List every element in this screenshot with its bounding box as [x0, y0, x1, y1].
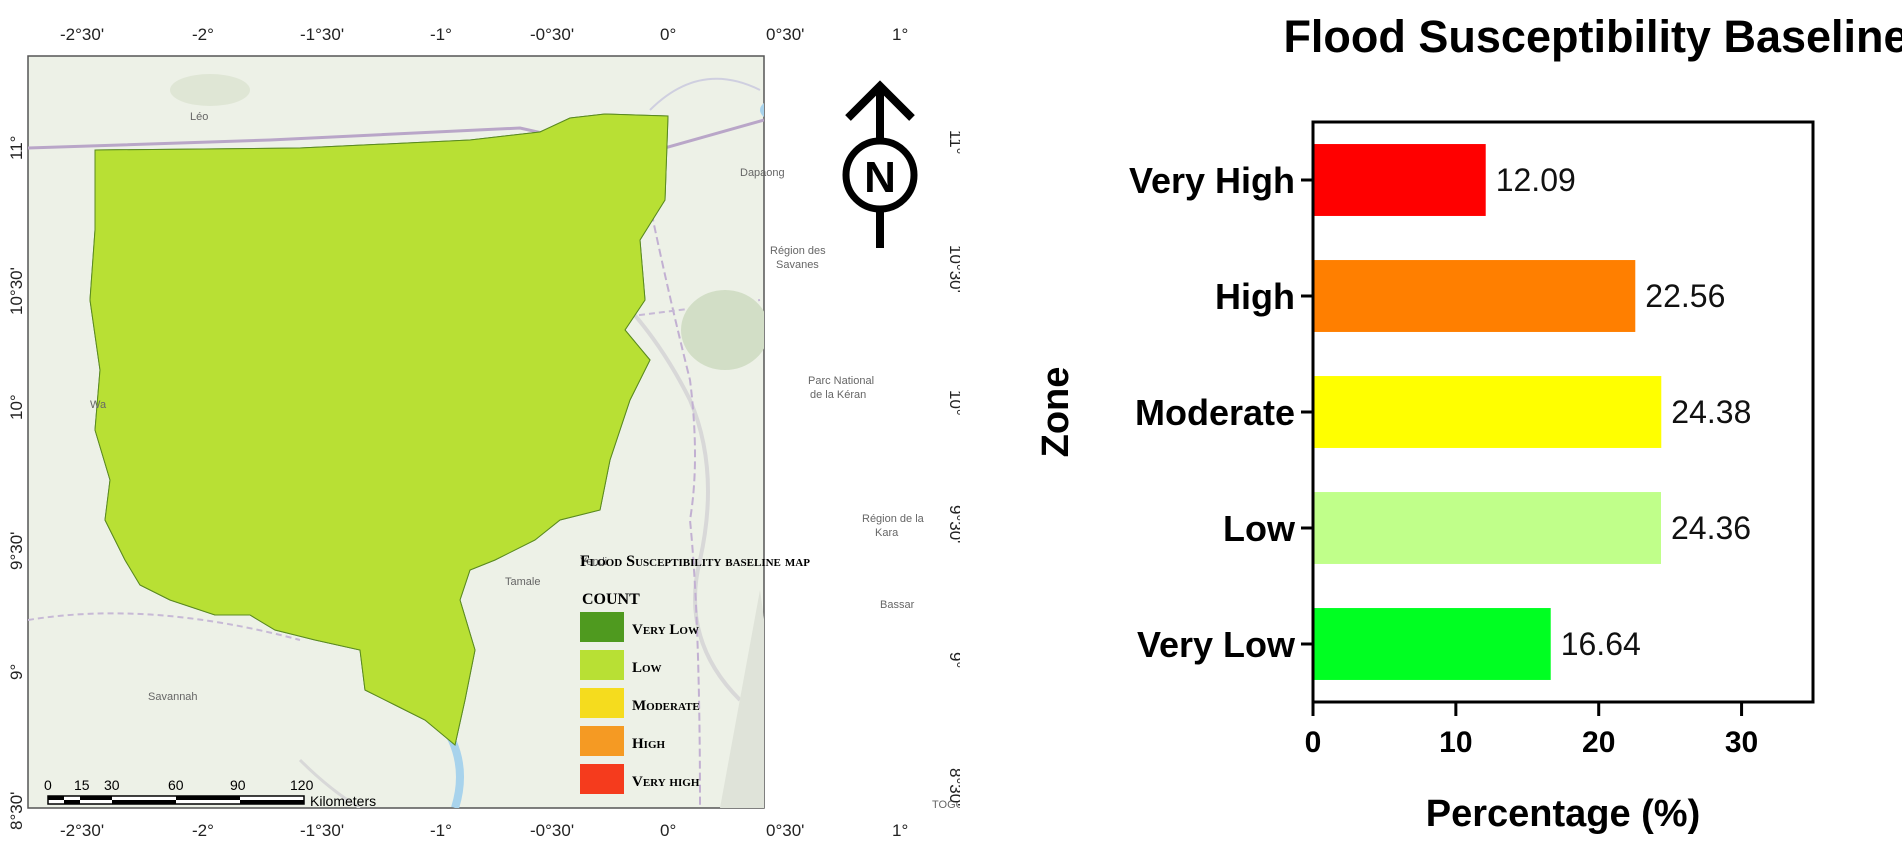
bar-4	[1313, 608, 1551, 680]
place-yendi: Yendi	[580, 556, 607, 568]
coord-right-6: 8°30'	[946, 768, 960, 806]
legend-label-3: High	[632, 736, 666, 752]
coord-top-3: -1°30'	[300, 25, 344, 44]
coord-bottom-7: 0°30'	[766, 821, 804, 840]
category-label-1: High	[1215, 276, 1295, 317]
coord-left-1: 11°	[7, 136, 26, 160]
coord-bottom-8: 1°	[892, 821, 908, 840]
category-label-2: Moderate	[1135, 392, 1295, 433]
place-tamale: Tamale	[505, 576, 540, 588]
bar-2	[1313, 376, 1662, 448]
bar-0	[1313, 144, 1486, 216]
place-region-kara-1: Région de la	[862, 513, 925, 525]
coord-labels: -2°30' -2° -1°30' -1° -0°30' 0° 0°30' 1°…	[7, 25, 965, 840]
plot-frame	[1311, 120, 1815, 704]
legend-label-2: Moderate	[632, 698, 700, 714]
place-names: Léo Dapaong Région des Savanes Parc Nati…	[90, 111, 965, 811]
legend-swatch-3	[580, 726, 624, 756]
bar-value-label-0: 12.09	[1496, 162, 1576, 198]
coord-bottom-6: 0°	[660, 821, 676, 840]
place-leo: Léo	[190, 111, 208, 123]
legend-label-1: Low	[632, 660, 662, 676]
bar-3	[1313, 492, 1661, 564]
category-label-4: Very Low	[1137, 624, 1296, 665]
place-parc-1: Parc National	[808, 375, 874, 387]
scale-label-0: 0	[44, 777, 52, 793]
coord-right-3: 10°	[946, 390, 960, 416]
chart-panel: Flood Susceptibility Baseline 12.09 22.56…	[960, 0, 1902, 856]
scale-unit: Kilometers	[310, 793, 376, 809]
coord-bottom-2: -2°	[192, 821, 214, 840]
bar-chart: Flood Susceptibility Baseline 12.09 22.56…	[1035, 11, 1902, 835]
bar-value-label-2: 24.38	[1671, 394, 1751, 430]
coord-top-2: -2°	[192, 25, 214, 44]
place-parc-2: de la Kéran	[810, 389, 866, 401]
chart-title: Flood Susceptibility Baseline	[1283, 11, 1902, 62]
category-label-3: Low	[1223, 508, 1296, 549]
coord-left-2: 10°30'	[7, 267, 26, 315]
bar-value-label-3: 24.36	[1671, 510, 1751, 546]
x-tick-label-2: 20	[1582, 726, 1615, 759]
x-tick-label-0: 0	[1305, 726, 1322, 759]
coord-top-7: 0°30'	[766, 25, 804, 44]
legend-swatch-0	[580, 612, 624, 642]
coord-right-1: 11°	[946, 130, 960, 154]
coord-top-1: -2°30'	[60, 25, 104, 44]
x-axis-title: Percentage (%)	[1426, 793, 1701, 835]
legend-label-0: Very Low	[632, 622, 699, 638]
coord-top-4: -1°	[430, 25, 452, 44]
north-label: N	[864, 153, 896, 202]
susceptibility-raster	[89, 113, 669, 746]
coord-bottom-4: -1°	[430, 821, 452, 840]
coord-top-6: 0°	[660, 25, 676, 44]
legend-swatch-2	[580, 688, 624, 718]
legend-title: Flood Susceptibility baseline map	[580, 553, 810, 570]
coord-left-5: 9°	[7, 664, 26, 680]
x-tick-label-3: 30	[1725, 726, 1758, 759]
coord-top-8: 1°	[892, 25, 908, 44]
legend-subtitle: COUNT	[582, 591, 640, 608]
x-tick-label-1: 10	[1439, 726, 1472, 759]
coord-top-5: -0°30'	[530, 25, 574, 44]
map-panel: Léo Dapaong Région des Savanes Parc Nati…	[7, 25, 965, 840]
bar-value-label-4: 16.64	[1561, 626, 1641, 662]
legend-swatch-4	[580, 764, 624, 794]
place-wa: Wa	[90, 399, 107, 411]
coord-left-3: 10°	[7, 394, 26, 420]
coord-bottom-3: -1°30'	[300, 821, 344, 840]
scale-label-30: 30	[104, 777, 120, 793]
place-region-savanes-2: Savanes	[776, 259, 819, 271]
coord-left-6: 8°30'	[7, 792, 26, 830]
coord-right-2: 10°30'	[946, 245, 960, 293]
north-arrow-icon: N	[842, 80, 918, 248]
place-savannah: Savannah	[148, 691, 198, 703]
place-dapaong: Dapaong	[740, 167, 785, 179]
place-region-savanes-1: Région des	[770, 245, 826, 257]
map-legend: Flood Susceptibility baseline map COUNT …	[580, 553, 810, 794]
place-togo: TOGO	[932, 799, 960, 811]
y-axis-title: Zone	[1035, 367, 1077, 458]
scale-label-60: 60	[168, 777, 184, 793]
scale-label-15: 15	[74, 777, 90, 793]
category-label-0: Very High	[1129, 160, 1295, 201]
coord-bottom-5: -0°30'	[530, 821, 574, 840]
legend-swatch-1	[580, 650, 624, 680]
scale-label-90: 90	[230, 777, 246, 793]
scale-label-120: 120	[290, 777, 314, 793]
coord-left-4: 9°30'	[7, 532, 26, 570]
coord-right-4: 9°30'	[946, 505, 960, 543]
coord-bottom-1: -2°30'	[60, 821, 104, 840]
flood-map: Léo Dapaong Région des Savanes Parc Nati…	[7, 25, 965, 840]
bar-1	[1313, 260, 1636, 332]
scale-bar: 0 15 30 60 90 120 Kilometers	[44, 777, 376, 809]
legend-label-4: Very high	[632, 774, 700, 790]
coord-right-5: 9°	[946, 652, 960, 668]
place-bassar: Bassar	[880, 599, 915, 611]
bar-value-label-1: 22.56	[1645, 278, 1725, 314]
place-region-kara-2: Kara	[875, 527, 899, 539]
